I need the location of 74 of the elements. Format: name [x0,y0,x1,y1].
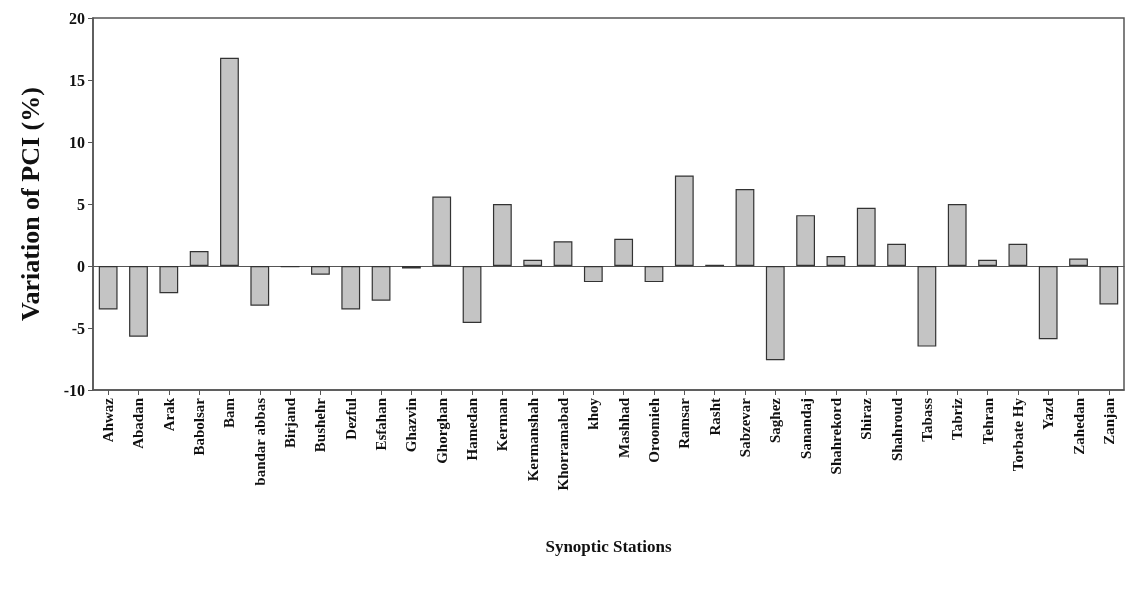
bar [583,266,603,283]
x-tick-label: Bushehr [312,397,329,453]
bar [1038,266,1058,340]
x-tick-label: Sanandaj [797,398,814,459]
bar [371,266,391,301]
bar [432,196,452,266]
x-tick-label: Kerman [494,397,511,452]
x-tick-label: Rasht [706,398,723,436]
bar [311,266,330,275]
bar [159,266,179,294]
bar [947,204,967,266]
x-tick-label: khoy [585,397,602,430]
x-tick-label: Dezful [342,398,359,440]
x-tick-label: Oroomieh [645,397,662,463]
bar [220,57,239,266]
bar [462,266,482,324]
x-tick-label: Ghazvin [403,397,420,453]
x-tick-label: Torbate Hy [1009,397,1026,472]
x-tick-label: Zanjan [1100,397,1117,445]
y-tick-label: -5 [71,319,85,337]
bar [796,215,815,266]
x-tick-label: Abadan [130,397,147,449]
x-tick-label: Yazd [1040,397,1057,430]
y-tick-label: 15 [69,71,85,89]
bar [523,259,543,266]
y-axis-title: Variation of PCI (%) [15,87,45,321]
bar [553,241,573,266]
bar [644,266,664,283]
bar [765,266,785,361]
bar [1069,258,1088,266]
x-tick-label: Kermanshah [524,397,541,482]
x-tick-label: Saghez [767,397,784,443]
x-tick-label: Shahrekord [827,397,844,475]
x-tick-label: Mashhad [615,397,632,459]
bar [826,256,846,266]
bar [614,238,634,266]
y-tick-label: 5 [77,195,85,213]
bar [250,266,270,306]
bar [341,266,361,310]
y-tick-label: 0 [77,257,85,275]
bar [189,251,209,266]
x-tick-label: Zahedan [1070,397,1087,455]
x-tick-label: Ramsar [676,397,693,449]
bar [492,204,512,266]
x-tick-label: Arak [160,397,177,432]
bar [856,207,876,266]
x-tick-label: Tabriz [949,397,966,440]
x-tick-label: Tabass [918,397,935,442]
x-tick-label: Khorramabad [555,397,572,491]
x-tick-label: Esfahan [373,397,390,451]
x-tick-label: Ghorghan [433,397,450,464]
x-tick-label: bandar abbas [251,397,268,486]
x-tick-label: Ahwaz [100,397,117,443]
x-tick-label: Birjand [282,397,299,449]
x-tick-label: Bam [221,397,238,428]
bar [735,189,755,266]
bar [1099,266,1119,305]
bar [917,266,937,347]
x-tick-label: Tehran [979,397,996,445]
bar [1008,243,1028,266]
x-tick-label: Hamedan [464,397,481,461]
y-tick-label: -10 [63,381,85,399]
bar [978,259,997,266]
bar [98,266,118,310]
x-tick-label: Shiraz [858,397,875,440]
x-tick-label: Sabzevar [736,397,753,458]
x-axis-title: Synoptic Stations [545,537,672,556]
y-tick-label: 10 [69,133,85,151]
y-tick-label: 20 [69,9,85,27]
x-tick-label: Shahroud [888,397,905,462]
bar [674,175,694,266]
bar [887,243,906,266]
bar [129,266,148,337]
x-tick-label: Babolsar [191,397,208,456]
